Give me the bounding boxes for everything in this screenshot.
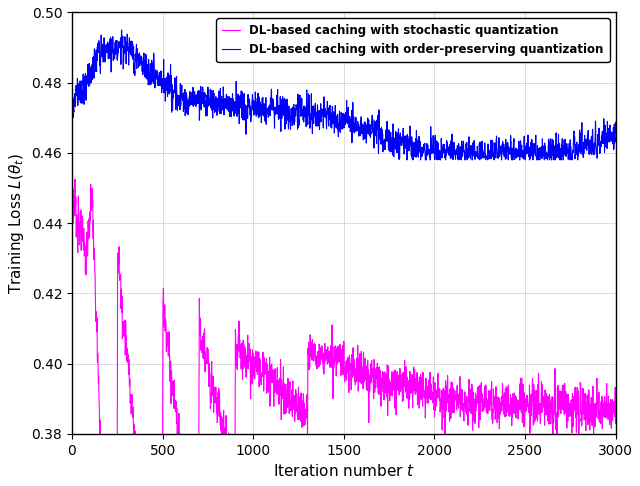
DL-based caching with stochastic quantization — [588, 395, 595, 400]
DL-based caching with stochastic quantization — [68, 162, 76, 168]
DL-based caching with stochastic quantization — [132, 441, 140, 447]
DL-based caching with order-preserving quantization — [612, 119, 620, 125]
DL-based caching with stochastic quantization — [398, 384, 406, 390]
DL-based caching with order-preserving quantization — [248, 91, 256, 97]
DL-based caching with order-preserving quantization — [118, 27, 125, 33]
DL-based caching with order-preserving quantization — [588, 135, 595, 140]
DL-based caching with stochastic quantization — [68, 152, 76, 158]
DL-based caching with order-preserving quantization — [398, 138, 406, 143]
Y-axis label: Training Loss $L(\theta_t)$: Training Loss $L(\theta_t)$ — [7, 153, 26, 294]
DL-based caching with order-preserving quantization — [177, 92, 184, 98]
DL-based caching with stochastic quantization — [330, 356, 337, 362]
Legend: DL-based caching with stochastic quantization, DL-based caching with order-prese: DL-based caching with stochastic quantiz… — [216, 18, 610, 62]
DL-based caching with stochastic quantization — [612, 420, 620, 426]
DL-based caching with order-preserving quantization — [285, 126, 292, 132]
DL-based caching with stochastic quantization — [177, 440, 184, 446]
X-axis label: Iteration number $t$: Iteration number $t$ — [273, 463, 415, 479]
DL-based caching with order-preserving quantization — [330, 109, 337, 115]
Line: DL-based caching with stochastic quantization: DL-based caching with stochastic quantiz… — [72, 155, 616, 444]
DL-based caching with stochastic quantization — [249, 358, 257, 364]
DL-based caching with order-preserving quantization — [541, 157, 548, 163]
DL-based caching with order-preserving quantization — [68, 102, 76, 107]
Line: DL-based caching with order-preserving quantization: DL-based caching with order-preserving q… — [72, 30, 616, 160]
DL-based caching with stochastic quantization — [285, 382, 292, 388]
